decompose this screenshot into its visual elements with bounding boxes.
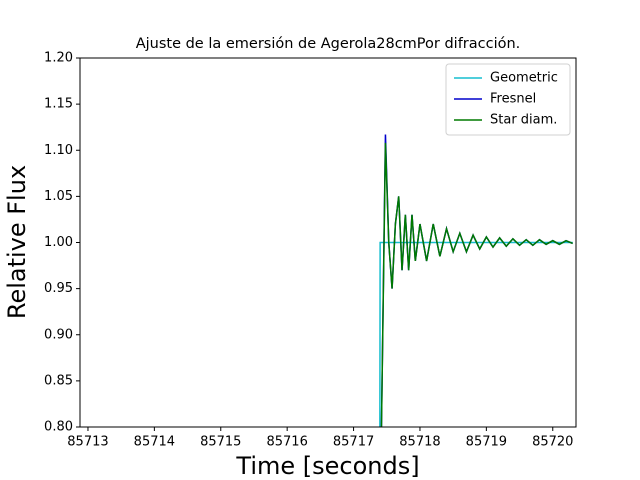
y-tick-label: 0.85 <box>44 373 73 388</box>
x-tick-label: 85715 <box>200 435 241 450</box>
x-tick-label: 85714 <box>134 435 175 450</box>
y-tick-label: 0.95 <box>44 281 73 296</box>
plot-area <box>379 134 573 427</box>
y-tick-label: 1.05 <box>44 189 73 204</box>
x-tick-label: 85718 <box>399 435 440 450</box>
line <box>380 134 573 427</box>
y-tick-label: 1.00 <box>44 235 73 250</box>
x-tick-label: 85713 <box>67 435 108 450</box>
chart-title: Ajuste de la emersión de Agerola28cmPor … <box>136 36 521 52</box>
y-tick-label: 1.15 <box>44 97 73 112</box>
y-tick-label: 0.80 <box>44 420 73 435</box>
x-axis-label: Time [seconds] <box>235 452 419 480</box>
x-tick-label: 85719 <box>466 435 507 450</box>
x-tick-label: 85720 <box>532 435 573 450</box>
line <box>380 142 573 427</box>
legend-label: Star diam. <box>490 113 557 128</box>
legend-box <box>445 63 571 136</box>
y-tick-label: 1.20 <box>44 51 73 66</box>
x-tick-label: 85716 <box>266 435 307 450</box>
y-tick-label: 0.90 <box>44 327 73 342</box>
legend-label: Fresnel <box>490 92 536 107</box>
legend-label: Geometric <box>490 71 558 86</box>
x-tick-label: 85717 <box>333 435 374 450</box>
y-tick-label: 1.10 <box>44 143 73 158</box>
y-axis-label: Relative Flux <box>3 165 31 319</box>
